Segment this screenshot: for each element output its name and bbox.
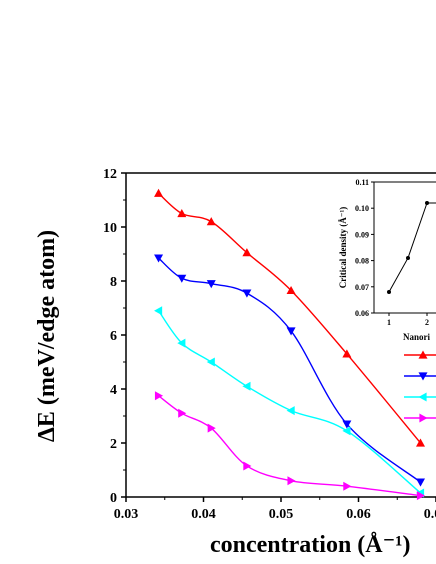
inset-series-line bbox=[388, 202, 436, 293]
y-tick-label: 0 bbox=[110, 491, 117, 506]
x-tick-label: 0.07 bbox=[424, 507, 436, 522]
series-markers bbox=[154, 188, 425, 501]
data-point bbox=[416, 491, 425, 501]
legend-marker-2 bbox=[418, 372, 428, 381]
y-tick-label: 6 bbox=[110, 329, 117, 344]
inset-y-tick-label: 0.07 bbox=[355, 283, 369, 292]
x-tick-label: 0.05 bbox=[269, 507, 294, 522]
inset-x-tick-label: 2 bbox=[425, 318, 429, 327]
inset-x-axis-label: Nanori bbox=[403, 332, 430, 342]
inset-y-tick-label: 0.08 bbox=[355, 257, 369, 266]
y-axis-label: ΔE (meV/edge atom) bbox=[34, 230, 60, 442]
data-point bbox=[154, 254, 164, 263]
data-point bbox=[206, 217, 216, 226]
x-tick-label: 0.03 bbox=[114, 507, 139, 522]
legend-marker-1 bbox=[418, 350, 428, 359]
data-point bbox=[207, 423, 216, 433]
data-point bbox=[177, 209, 187, 218]
data-point bbox=[286, 327, 296, 336]
data-point bbox=[343, 481, 352, 491]
data-point bbox=[206, 280, 216, 289]
x-tick-label: 0.04 bbox=[191, 507, 216, 522]
data-point bbox=[178, 408, 187, 418]
y-tick-label: 4 bbox=[110, 383, 117, 398]
data-point bbox=[342, 349, 352, 358]
inset-y-tick-label: 0.10 bbox=[355, 204, 369, 213]
data-point bbox=[287, 476, 296, 486]
data-point bbox=[177, 338, 186, 348]
data-point bbox=[242, 289, 252, 298]
legend-marker-3 bbox=[418, 392, 427, 402]
inset-data-point bbox=[425, 200, 429, 205]
y-tick-label: 8 bbox=[110, 275, 117, 290]
data-point bbox=[342, 426, 351, 436]
data-point bbox=[286, 285, 296, 295]
data-point bbox=[154, 306, 163, 316]
inset-y-tick-label: 0.06 bbox=[355, 309, 369, 318]
legend bbox=[404, 350, 436, 423]
y-tick-label: 2 bbox=[110, 437, 117, 452]
x-tick-label: 0.06 bbox=[346, 507, 371, 522]
inset-y-tick-label: 0.09 bbox=[355, 230, 369, 239]
inset-y-axis-label: Critical density (Å⁻¹) bbox=[338, 207, 348, 288]
series-line-3 bbox=[157, 310, 421, 494]
data-point bbox=[242, 248, 252, 257]
x-axis-label: concentration (Å⁻¹) bbox=[210, 532, 410, 558]
y-tick-label: 10 bbox=[103, 221, 117, 236]
data-point bbox=[177, 274, 187, 283]
data-point bbox=[242, 381, 251, 391]
data-point bbox=[342, 420, 352, 429]
inset-chart: 0.06 0.07 0.08 0.09 0.10 0.11 1 2 Critical densi… bbox=[338, 178, 436, 342]
data-point bbox=[154, 188, 164, 197]
inset-data-point bbox=[387, 290, 391, 295]
legend-marker-4 bbox=[419, 413, 428, 423]
data-point bbox=[206, 357, 215, 367]
y-tick-label: 12 bbox=[103, 167, 117, 182]
data-point bbox=[416, 478, 425, 487]
inset-x-tick-label: 1 bbox=[387, 318, 391, 327]
inset-y-tick-label: 0.11 bbox=[355, 178, 369, 187]
inset-data-point bbox=[406, 255, 410, 260]
data-point bbox=[416, 438, 425, 447]
data-point bbox=[243, 461, 252, 471]
data-point bbox=[154, 391, 164, 401]
data-point bbox=[286, 406, 295, 416]
